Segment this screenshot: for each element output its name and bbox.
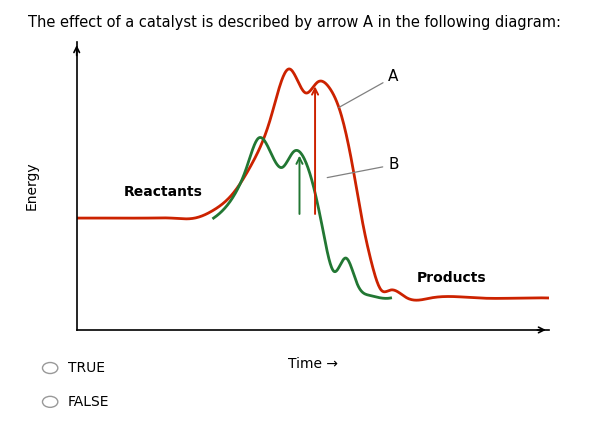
Text: B: B <box>327 157 399 178</box>
Text: Reactants: Reactants <box>124 185 203 199</box>
Text: Products: Products <box>417 271 486 285</box>
Text: FALSE: FALSE <box>68 395 109 409</box>
Text: Time →: Time → <box>288 357 337 371</box>
Text: Energy: Energy <box>25 162 39 210</box>
Text: A: A <box>339 69 399 107</box>
Text: The effect of a catalyst is described by arrow A in the following diagram:: The effect of a catalyst is described by… <box>28 15 562 30</box>
Text: TRUE: TRUE <box>68 361 105 375</box>
